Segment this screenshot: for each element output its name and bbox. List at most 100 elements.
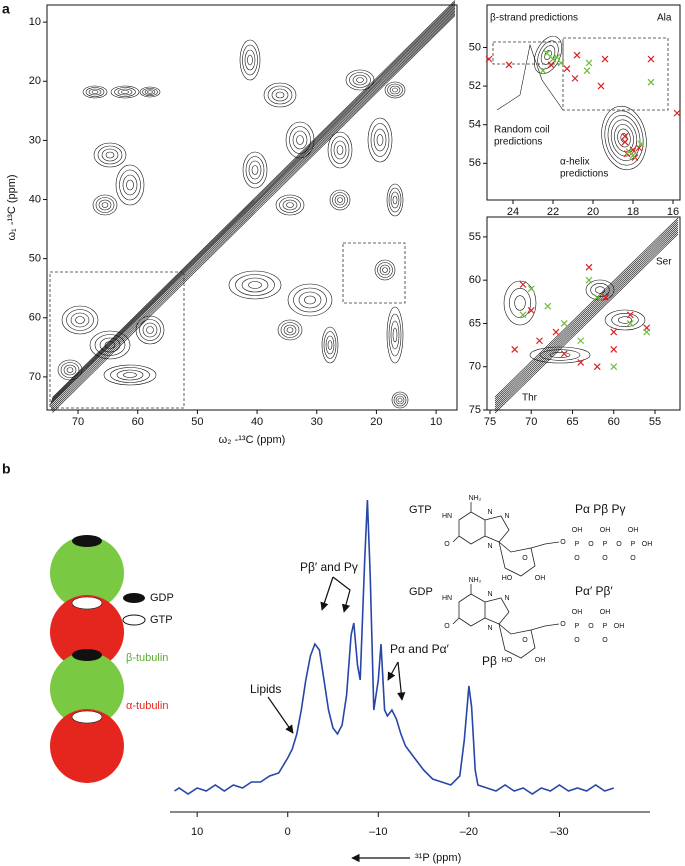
molecule-name: GDP bbox=[409, 586, 433, 598]
atom-label: O bbox=[602, 555, 608, 562]
plot-frame bbox=[486, 4, 681, 201]
atom-label: O bbox=[630, 555, 636, 562]
contour bbox=[345, 69, 375, 91]
region-box bbox=[562, 37, 669, 111]
y-tick-label: 54 bbox=[469, 119, 481, 131]
contour bbox=[397, 397, 403, 403]
peak-marker bbox=[553, 53, 561, 61]
atom-label: O bbox=[574, 555, 580, 562]
x-tick-label: 40 bbox=[251, 416, 263, 428]
contour bbox=[323, 331, 337, 359]
contour bbox=[89, 330, 131, 360]
arrow bbox=[267, 696, 294, 734]
contour bbox=[245, 156, 265, 184]
diagonal-contour bbox=[494, 227, 679, 408]
atom-label: OH bbox=[572, 527, 583, 534]
annotation: Ser bbox=[656, 257, 672, 268]
contour bbox=[611, 313, 639, 327]
contour bbox=[332, 192, 348, 208]
atom-label: OH bbox=[572, 609, 583, 616]
arrow bbox=[332, 576, 351, 613]
gdp-site bbox=[72, 535, 102, 547]
alpha-subunit bbox=[50, 709, 124, 783]
x-tick-label: 60 bbox=[132, 416, 144, 428]
annotation: Ala bbox=[657, 13, 672, 24]
spectrum-line bbox=[174, 499, 615, 795]
contour bbox=[367, 117, 393, 163]
contour bbox=[529, 346, 591, 364]
tubulin-cartoon: GDP GTP β-tubulin α-tubulin bbox=[50, 535, 174, 783]
peak-marker bbox=[585, 276, 593, 284]
x-tick-label: 60 bbox=[608, 416, 620, 428]
y-tick-label: 20 bbox=[29, 75, 41, 87]
atom-label: HN bbox=[442, 513, 452, 520]
x-tick-label: –10 bbox=[369, 826, 387, 838]
contour bbox=[389, 85, 401, 95]
peak-marker bbox=[647, 78, 655, 86]
contour bbox=[391, 391, 409, 409]
atom-label: P bbox=[603, 623, 608, 630]
peak-annotation: Pα and Pα′ bbox=[390, 642, 450, 656]
peak-marker bbox=[637, 140, 645, 148]
atom-label: O bbox=[522, 555, 528, 562]
y-tick-label: 65 bbox=[469, 317, 481, 329]
peak-marker bbox=[544, 302, 552, 310]
gtp-site bbox=[71, 596, 103, 610]
contour bbox=[325, 335, 335, 355]
diagonal-contour bbox=[50, 4, 456, 403]
x-tick-label: –20 bbox=[460, 826, 478, 838]
contour bbox=[607, 115, 641, 161]
contour bbox=[142, 87, 158, 97]
contour bbox=[91, 90, 99, 94]
contour bbox=[97, 145, 123, 165]
diagonal-contour bbox=[51, 13, 456, 412]
contour bbox=[63, 364, 77, 376]
diagonal-contour bbox=[50, 10, 456, 409]
contour bbox=[349, 72, 371, 88]
subunit-label: β-tubulin bbox=[126, 652, 168, 664]
contour bbox=[334, 194, 346, 206]
contour bbox=[386, 183, 404, 217]
atom-label: O bbox=[444, 623, 450, 630]
contour bbox=[503, 280, 537, 326]
x-tick-label: 24 bbox=[507, 206, 519, 218]
contour bbox=[251, 165, 259, 175]
contour bbox=[139, 319, 161, 341]
region-box bbox=[342, 242, 406, 304]
peak-marker bbox=[673, 109, 681, 117]
contour bbox=[286, 327, 294, 333]
contour bbox=[304, 295, 316, 305]
contour bbox=[115, 164, 145, 206]
peak-marker bbox=[539, 67, 547, 75]
contour bbox=[280, 322, 300, 338]
atom-label: O bbox=[602, 637, 608, 644]
peak-marker bbox=[601, 55, 609, 63]
contour bbox=[283, 324, 297, 336]
y-tick-label: 10 bbox=[29, 16, 41, 28]
contour bbox=[392, 327, 398, 343]
contour bbox=[539, 349, 581, 361]
x-axis-label: ³¹P (ppm) bbox=[415, 852, 461, 864]
contour bbox=[239, 39, 261, 81]
peak-marker bbox=[536, 337, 543, 345]
peak-annotation: Lipids bbox=[250, 682, 281, 696]
y-tick-label: 40 bbox=[29, 193, 41, 205]
peak-marker bbox=[577, 337, 585, 345]
y-tick-label: 70 bbox=[29, 371, 41, 383]
contour bbox=[123, 372, 137, 378]
peak-marker bbox=[543, 49, 551, 57]
y-tick-label: 52 bbox=[469, 80, 481, 92]
peak-marker bbox=[593, 363, 601, 371]
diagonal-contour bbox=[494, 217, 679, 398]
contour bbox=[104, 341, 116, 349]
atom-label: O bbox=[588, 623, 594, 630]
contour bbox=[105, 151, 115, 159]
legend-swatch bbox=[123, 593, 145, 603]
x-tick-label: 65 bbox=[566, 416, 578, 428]
contour bbox=[282, 199, 298, 211]
contour bbox=[126, 179, 134, 191]
contour bbox=[94, 334, 126, 356]
contour bbox=[66, 309, 94, 331]
peak-marker bbox=[647, 55, 655, 63]
atom-label: NH₂ bbox=[469, 577, 482, 584]
